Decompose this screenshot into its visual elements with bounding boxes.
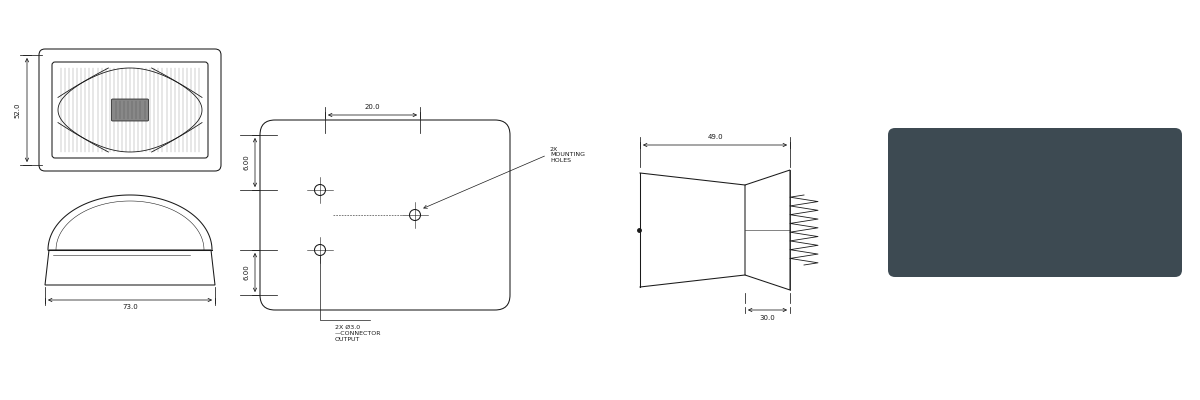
Text: 49.0: 49.0 <box>707 134 722 140</box>
FancyBboxPatch shape <box>52 62 208 158</box>
Text: 30.0: 30.0 <box>760 315 775 321</box>
Text: WIDTH 73 MM: WIDTH 73 MM <box>996 196 1074 206</box>
Polygon shape <box>46 250 215 285</box>
Circle shape <box>314 184 325 196</box>
Text: 2X Ø3.0
—CONNECTOR
OUTPUT: 2X Ø3.0 —CONNECTOR OUTPUT <box>335 325 382 342</box>
FancyBboxPatch shape <box>260 120 510 310</box>
FancyBboxPatch shape <box>38 49 221 171</box>
Circle shape <box>314 244 325 256</box>
Circle shape <box>409 210 420 220</box>
Polygon shape <box>745 170 790 290</box>
Text: 6.00: 6.00 <box>244 155 250 170</box>
Text: 52.0: 52.0 <box>14 102 20 118</box>
Text: 2X
MOUNTING
HOLES: 2X MOUNTING HOLES <box>550 147 586 163</box>
FancyBboxPatch shape <box>112 99 149 121</box>
FancyBboxPatch shape <box>888 128 1182 277</box>
Text: 73.0: 73.0 <box>122 304 138 310</box>
Text: DEPTH 30 MM: DEPTH 30 MM <box>996 234 1074 244</box>
Text: 6.00: 6.00 <box>244 265 250 280</box>
Text: 20.0: 20.0 <box>365 104 380 110</box>
Text: LENGTH 150 MM: LENGTH 150 MM <box>989 157 1081 167</box>
